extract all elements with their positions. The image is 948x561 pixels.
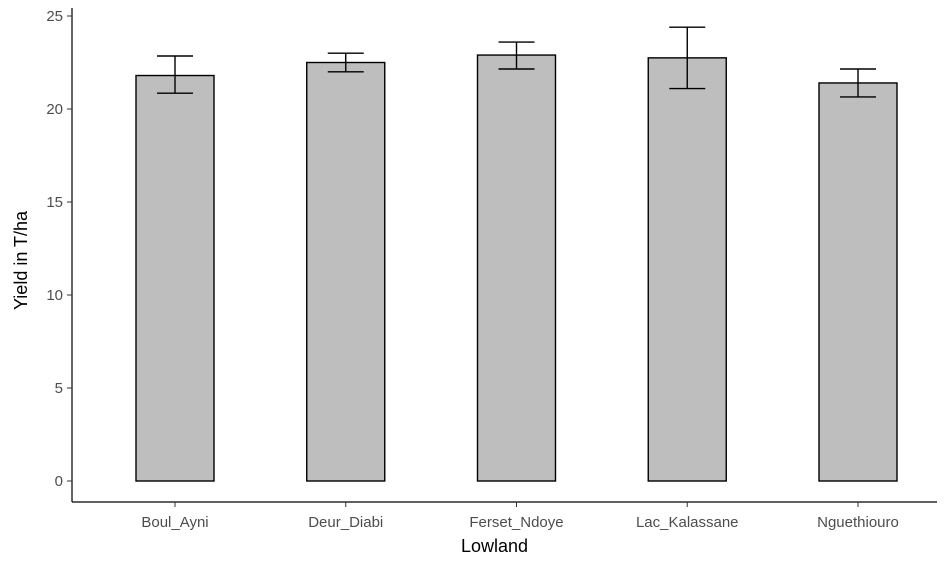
error-bar [669, 26, 706, 90]
y-tick-label: 20 [46, 101, 63, 118]
bars [135, 54, 898, 482]
x-axis-title: Lowland [461, 536, 528, 556]
bar-boul-ayni [135, 74, 215, 482]
x-tick-label: Nguethiouro [817, 514, 899, 531]
error-bar [327, 52, 364, 73]
error-bar [498, 41, 535, 70]
x-tick-label: Ferset_Ndoye [469, 514, 563, 531]
y-tick-label: 15 [46, 194, 63, 211]
bar-lac-kalassane [647, 57, 727, 482]
error-bar [840, 68, 876, 98]
x-tick-label: Lac_Kalassane [636, 514, 739, 531]
error-bar [157, 55, 193, 94]
x-axis-ticks: Boul_Ayni Deur_Diabi Ferset_Ndoye Lac_Kalas… [141, 502, 899, 531]
x-tick-label: Boul_Ayni [141, 514, 208, 531]
bar-nguethiouro [818, 82, 898, 482]
bar-deur-diabi [306, 61, 386, 482]
y-axis-ticks: 0 5 10 15 20 25 [46, 8, 72, 490]
y-tick-label: 5 [55, 380, 63, 397]
y-tick-label: 0 [55, 473, 63, 490]
y-axis-title: Yield in T/ha [11, 210, 31, 310]
error-bars [157, 26, 876, 98]
y-tick-label: 10 [46, 287, 63, 304]
x-tick-label: Deur_Diabi [308, 514, 383, 531]
bar-ferset-ndoye [476, 54, 557, 482]
y-tick-label: 25 [46, 8, 63, 25]
